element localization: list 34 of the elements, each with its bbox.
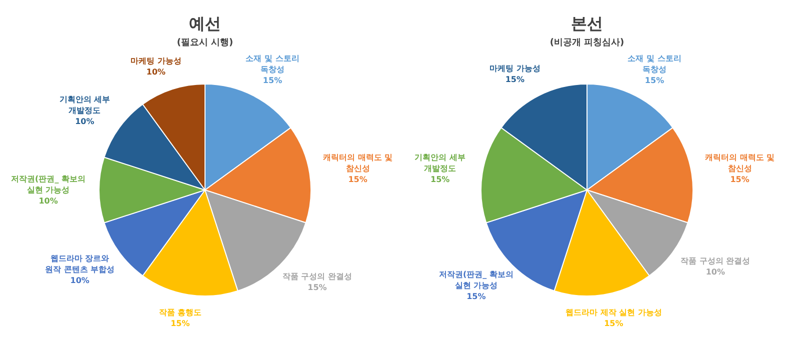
slice-label: 작품 흥행도 (158, 307, 203, 318)
data-label: 10% (704, 266, 726, 278)
data-label: 10% (145, 66, 167, 78)
slice-label: 소재 및 스토리 독창성 (626, 53, 682, 76)
slice-label: 저작권(판권_ 확보의 실현 가능성 (438, 269, 514, 292)
data-label: 10% (74, 116, 96, 128)
data-label: 15% (262, 75, 284, 86)
slice-label: 소재 및 스토리 독창성 (244, 53, 300, 76)
data-label: 10% (38, 196, 59, 206)
slice-label: 마케팅 가능성 (130, 56, 182, 67)
chart-title: 예선 (188, 14, 222, 35)
data-label: 15% (466, 291, 487, 302)
data-label: 15% (644, 75, 666, 86)
data-label: 15% (170, 318, 191, 330)
data-label: 15% (347, 174, 368, 186)
slice-label: 저작권(판권_ 확보의 실현 가능성 (10, 174, 86, 196)
slice-label: 웹드라마 제작 실현 가능성 (564, 307, 663, 318)
chart-subtitle: (비공개 피칭심사) (548, 37, 626, 49)
slice-label: 작품 구성의 완결성 (680, 255, 752, 266)
slice-label: 캐릭터의 매력도 및 참신성 (322, 152, 394, 174)
slice-label: 캐릭터의 매력도 및 참신성 (704, 152, 776, 174)
data-label: 10% (69, 274, 90, 286)
slice-label: 웹드라마 장르와 원작 콘텐츠 부합성 (44, 252, 116, 275)
data-label: 15% (729, 174, 750, 186)
data-label: 15% (504, 74, 526, 86)
slice-label: 기획안의 세부 개발정도 (58, 94, 112, 116)
chart-title: 본선 (570, 14, 604, 35)
data-label: 15% (306, 282, 328, 293)
chart-subtitle: (필요시 시행) (176, 37, 234, 49)
slice-label: 마케팅 가능성 (488, 63, 542, 74)
data-label: 15% (430, 174, 451, 186)
data-label: 15% (603, 318, 624, 330)
slice-label: 작품 구성의 완결성 (281, 270, 353, 282)
slice-label: 기획안의 세부 개발정도 (414, 152, 466, 174)
